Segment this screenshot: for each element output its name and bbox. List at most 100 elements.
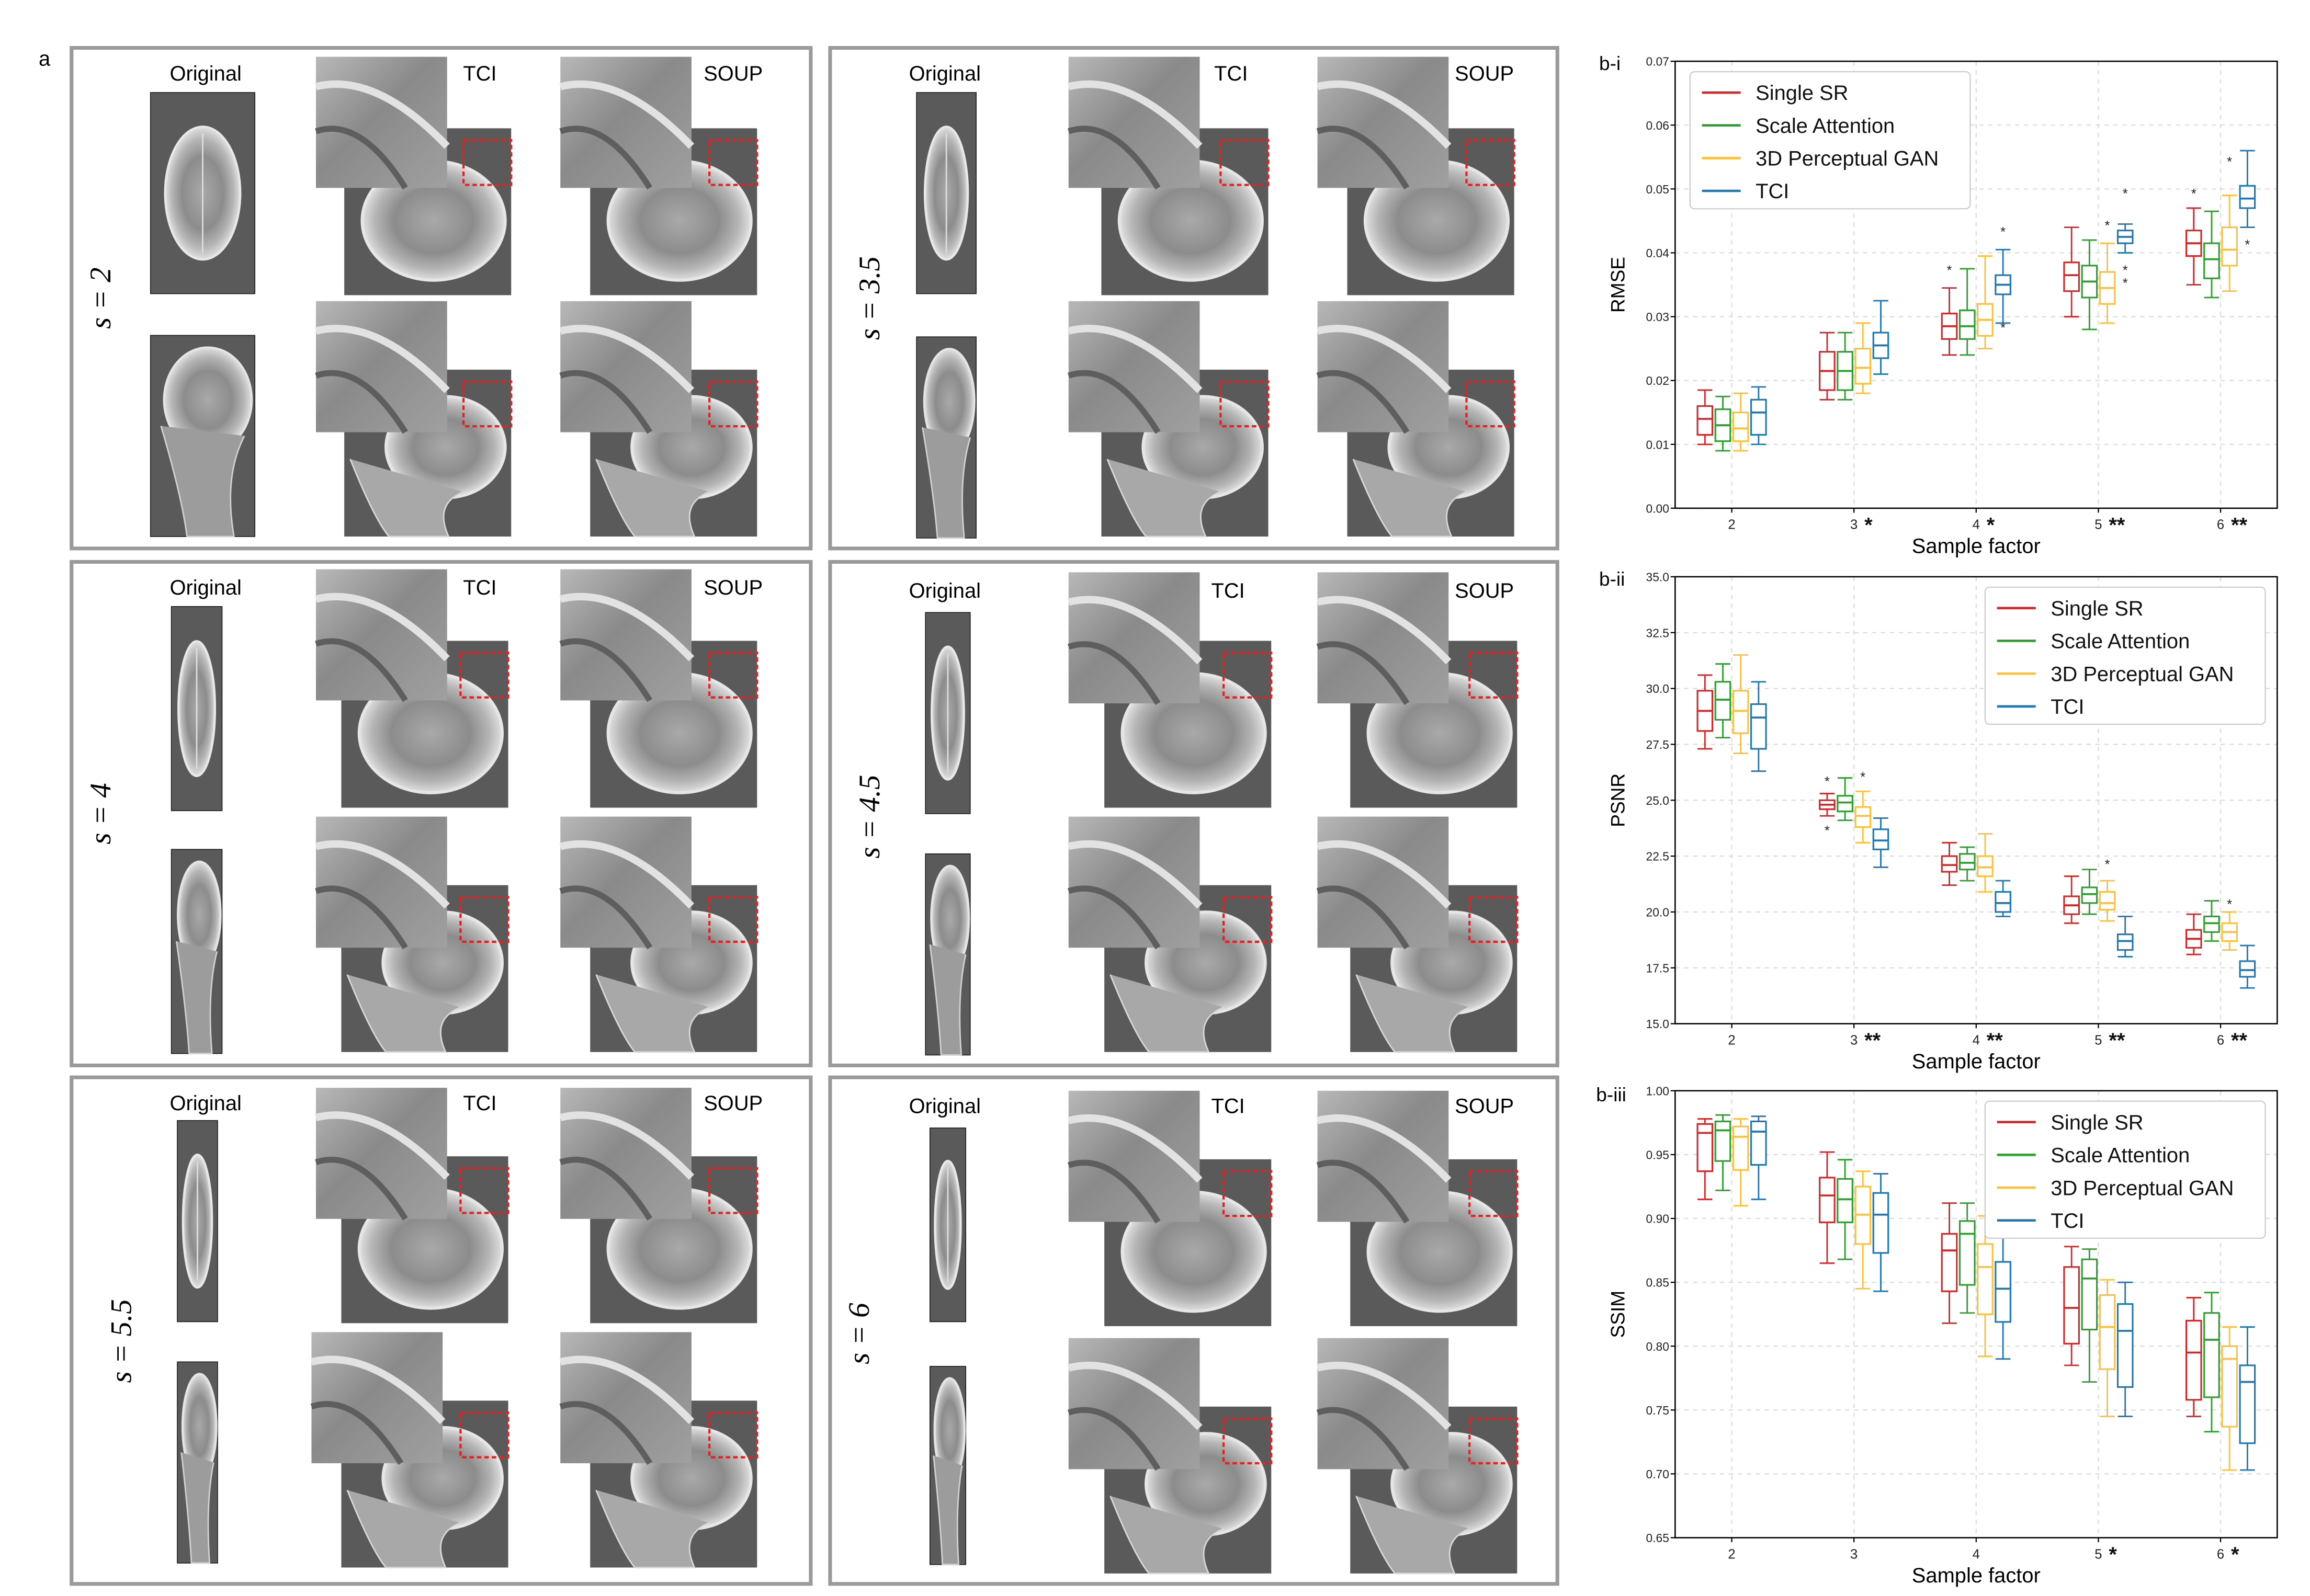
subpanel-border xyxy=(70,45,813,551)
box-3d-perceptual-gan-5 xyxy=(2099,880,2116,922)
outlier-mark: * xyxy=(1860,770,1865,785)
box-iqr xyxy=(2081,886,2098,904)
y-tick-label: 35.0 xyxy=(1646,570,1669,584)
panel-a-label: a xyxy=(39,48,51,71)
y-tick-label: 1.00 xyxy=(1646,1084,1669,1098)
y-tick-label: 0.65 xyxy=(1646,1531,1669,1545)
legend-entry: TCI xyxy=(2051,696,2084,719)
box-single-sr-3 xyxy=(1819,332,1836,401)
zoom-sulcus-line xyxy=(559,885,653,950)
y-tick-label: 27.5 xyxy=(1646,738,1669,751)
zoom-cortex-line xyxy=(1316,840,1452,909)
box-iqr xyxy=(2099,1294,2116,1370)
roi-box xyxy=(1465,139,1515,186)
x-tick-label: 3 xyxy=(1850,518,1858,532)
box-3d-perceptual-gan-4 xyxy=(1977,255,1994,350)
orig-label-4: Original xyxy=(169,1092,241,1115)
subpanel-content-1 xyxy=(828,45,1559,551)
zoom-sulcus-line xyxy=(1316,885,1410,950)
subpanel-content-4 xyxy=(70,1075,813,1586)
recon-face-shape xyxy=(1352,459,1467,538)
box-3d-perceptual-gan-3 xyxy=(1854,322,1872,394)
legend-box xyxy=(1689,71,1971,210)
x-axis-label: Sample factor xyxy=(1912,1564,2041,1587)
box-tci-6 xyxy=(2239,944,2256,989)
recon-face-shape xyxy=(595,974,710,1053)
recon-face-shape xyxy=(349,459,464,538)
box-3d-perceptual-gan-5 xyxy=(2099,1279,2116,1417)
zoom-cortex-line xyxy=(1316,80,1452,149)
y-tick-label: 0.00 xyxy=(1646,501,1669,515)
x-tick-label: 3 xyxy=(1850,1547,1858,1561)
box-single-sr-3 xyxy=(1819,1151,1836,1264)
zoom-sulcus-line xyxy=(1316,641,1410,705)
outlier-mark: * xyxy=(2123,276,2128,291)
box-tci-5 xyxy=(2116,1281,2134,1417)
zoom-cortex-line xyxy=(1068,324,1203,393)
y-tick-label: 32.5 xyxy=(1646,626,1669,640)
outlier-mark: * xyxy=(1947,263,1952,278)
x-tick-label: 4 xyxy=(1973,518,1980,532)
box-3d-perceptual-gan-4 xyxy=(1977,833,1994,893)
box-single-sr-3 xyxy=(1819,793,1836,817)
box-iqr xyxy=(1872,1192,1889,1254)
zoom-cortex-line xyxy=(1316,1361,1452,1430)
roi-box xyxy=(1219,380,1270,428)
soup-label-5: SOUP xyxy=(1455,1095,1514,1118)
box-scale-attention-6 xyxy=(2203,1292,2220,1433)
box-tci-6 xyxy=(2239,1326,2256,1471)
box-tci-2 xyxy=(1750,1115,1767,1200)
zoom-sulcus-line xyxy=(1067,126,1161,190)
box-iqr xyxy=(2221,226,2238,267)
box-3d-perceptual-gan-2 xyxy=(1732,654,1749,754)
x-axis-label: Sample factor xyxy=(1912,534,2041,557)
box-single-sr-4 xyxy=(1941,1202,1958,1324)
legend: Single SR Scale Attention 3D Perceptual GA… xyxy=(1689,71,1971,210)
box-single-sr-4 xyxy=(1941,842,1958,886)
zoom-sulcus-line xyxy=(1316,1407,1410,1471)
tci-label-1: TCI xyxy=(1214,62,1248,85)
tci-label-2: TCI xyxy=(463,576,496,599)
box-3d-perceptual-gan-6 xyxy=(2221,195,2238,292)
y-tick-label: 0.05 xyxy=(1646,183,1669,196)
roi-box xyxy=(459,1411,509,1458)
box-iqr xyxy=(1854,348,1872,385)
soup-label-0: SOUP xyxy=(704,62,763,85)
zoom-cortex-line xyxy=(1068,80,1203,149)
y-tick-label: 15.0 xyxy=(1646,1017,1669,1031)
legend-entry: TCI xyxy=(1756,180,1789,203)
zoom-cortex-line xyxy=(559,324,695,393)
y-axis-label: PSNR xyxy=(1606,773,1628,827)
box-iqr xyxy=(2239,1364,2256,1444)
orig-label-5: Original xyxy=(909,1095,981,1118)
box-iqr xyxy=(1941,855,1958,873)
subpanel-border xyxy=(828,560,1559,1067)
legend-entry: Scale Attention xyxy=(2051,630,2190,653)
zoom-sulcus-line xyxy=(559,370,653,434)
zoom-sulcus-line xyxy=(1067,370,1161,434)
roi-box xyxy=(708,652,758,699)
outlier-mark: * xyxy=(2105,219,2110,233)
outlier-mark: * xyxy=(2191,187,2196,201)
zoom-cortex-line xyxy=(1068,1361,1203,1430)
box-3d-perceptual-gan-2 xyxy=(1732,392,1749,452)
box-iqr xyxy=(1819,1177,1836,1223)
box-single-sr-2 xyxy=(1696,1118,1714,1200)
box-single-sr-4 xyxy=(1941,287,1958,356)
zoom-cortex-line xyxy=(559,1111,695,1180)
box-scale-attention-5 xyxy=(2081,1248,2098,1383)
box-3d-perceptual-gan-5 xyxy=(2099,242,2116,324)
zoom-sulcus-line xyxy=(559,1157,653,1221)
x-tick-label: 2 xyxy=(1728,518,1735,532)
zoom-sulcus-line xyxy=(310,1401,404,1465)
roi-box xyxy=(708,1167,758,1214)
recon-face-shape xyxy=(1106,459,1221,538)
soup-label-3: SOUP xyxy=(1455,579,1514,602)
box-iqr xyxy=(1732,1125,1749,1171)
recon-face-shape xyxy=(1355,1496,1470,1575)
axes-frame xyxy=(1674,60,2278,509)
sagittal-face-shape xyxy=(160,426,245,538)
legend-box xyxy=(1984,1100,2266,1239)
chart-panel-label: b-i xyxy=(1599,52,1621,74)
y-tick-label: 0.80 xyxy=(1646,1340,1669,1353)
